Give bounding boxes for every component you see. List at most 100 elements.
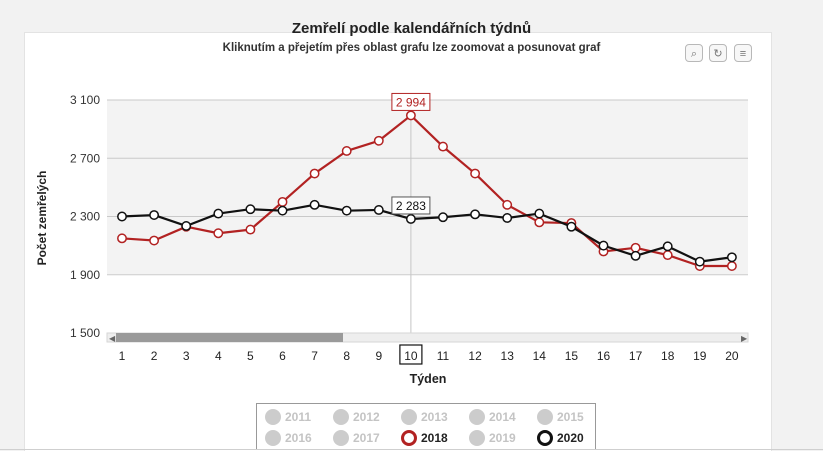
- zoom-icon[interactable]: ⌕: [685, 44, 703, 62]
- y-tick-label: 2 700: [70, 151, 100, 165]
- legend-label: 2017: [353, 431, 380, 445]
- legend: 2011 2012 2013 2014 2015 2016 2017 2018 2019 2020: [256, 403, 596, 450]
- x-tick-label: 5: [247, 349, 254, 363]
- x-tick-label: 16: [597, 349, 611, 363]
- legend-marker-icon: [469, 430, 485, 446]
- tooltip-box-2020: [391, 196, 431, 215]
- data-point-2018: [502, 199, 513, 210]
- x-tick-label: 1: [119, 349, 126, 363]
- legend-label: 2012: [353, 410, 380, 424]
- x-axis-label: Týden: [409, 372, 447, 386]
- x-tick-label: 9: [375, 349, 382, 363]
- data-point-2020: [181, 221, 192, 231]
- y-tick-label: 1 900: [70, 268, 100, 282]
- scrollbar-thumb: [116, 333, 343, 342]
- x-tick-label: 17: [629, 349, 643, 363]
- navigator-scrollbar[interactable]: ◀ ▶: [106, 332, 749, 343]
- x-tick-highlight-box: [399, 344, 423, 365]
- chart-subtitle: Kliknutím a přejetím přes oblast grafu l…: [222, 42, 601, 54]
- data-point-2018: [726, 261, 737, 271]
- x-tick-label: 18: [661, 349, 675, 363]
- legend-marker-icon: [265, 430, 281, 446]
- data-point-2020: [694, 256, 705, 267]
- data-point-2018: [245, 224, 256, 235]
- data-point-2020: [309, 199, 320, 210]
- x-tick-label: 7: [311, 349, 318, 363]
- legend-marker-icon: [333, 409, 349, 425]
- series-line-2020: [121, 203, 733, 263]
- x-tick-label: 10: [404, 349, 418, 363]
- data-point-2020: [373, 204, 384, 215]
- data-point-2018: [630, 242, 641, 253]
- legend-label: 2013: [421, 410, 448, 424]
- x-tick-label: 2: [151, 349, 158, 363]
- data-point-2020: [277, 205, 288, 216]
- data-point-2020: [117, 211, 127, 222]
- y-axis-label: Počet zemřelých: [35, 170, 49, 266]
- x-tick-label: 19: [693, 349, 707, 363]
- legend-label: 2016: [285, 431, 312, 445]
- scrollbar-track: [106, 332, 749, 343]
- data-point-2020: [245, 204, 256, 215]
- data-point-2020: [341, 205, 352, 216]
- tooltip-value-2018: 2 994: [396, 95, 426, 109]
- data-point-2020: [726, 252, 737, 263]
- plot-band-upper: [107, 100, 748, 274]
- data-point-2020: [534, 208, 545, 219]
- data-point-2020: [405, 214, 416, 224]
- x-tick-label: 15: [565, 349, 579, 363]
- x-tick-label: 20: [725, 349, 739, 363]
- legend-marker-icon: [265, 409, 281, 425]
- legend-marker-icon: [401, 409, 417, 425]
- legend-label: 2018: [421, 431, 448, 445]
- plot-band-lower: [107, 274, 748, 333]
- x-tick-label: 4: [215, 349, 222, 363]
- scroll-left-arrow: ◀: [109, 334, 116, 343]
- tooltip-box-2018: [391, 92, 431, 111]
- menu-icon[interactable]: ≡: [734, 44, 752, 62]
- data-point-2020: [502, 213, 513, 223]
- y-tick-label: 1 500: [70, 326, 100, 340]
- data-point-2020: [598, 240, 609, 251]
- data-point-2018: [438, 141, 448, 152]
- legend-label: 2019: [489, 431, 516, 445]
- data-point-2018: [470, 168, 481, 179]
- scroll-right-arrow: ▶: [741, 334, 748, 343]
- data-point-2018: [341, 146, 352, 156]
- legend-label: 2011: [285, 410, 312, 424]
- legend-marker-icon: [469, 409, 485, 425]
- data-point-2018: [149, 235, 160, 246]
- y-tick-label: 3 100: [70, 93, 100, 107]
- series-line-2018: [121, 114, 732, 268]
- data-point-2018: [277, 196, 288, 207]
- data-point-2020: [566, 221, 577, 232]
- reset-zoom-icon[interactable]: ↻: [709, 44, 727, 62]
- legend-label: 2015: [557, 410, 584, 424]
- x-tick-label: 11: [437, 349, 450, 363]
- data-point-2018: [662, 250, 673, 261]
- data-point-2020: [630, 250, 641, 261]
- x-tick-label: 3: [183, 349, 190, 363]
- data-point-2018: [534, 217, 545, 228]
- data-point-2020: [662, 241, 673, 252]
- data-point-2018: [373, 135, 384, 146]
- data-point-2018: [117, 233, 127, 244]
- legend-marker-icon: [401, 430, 417, 446]
- data-point-2020: [470, 209, 481, 220]
- chart-title: Zemřelí podle kalendářních týdnů: [291, 20, 532, 37]
- x-tick-label: 8: [343, 349, 350, 363]
- legend-marker-icon: [333, 430, 349, 446]
- x-tick-label: 12: [468, 349, 482, 363]
- legend-marker-icon: [537, 409, 553, 425]
- data-point-2018: [213, 228, 224, 239]
- data-point-2020: [438, 212, 448, 223]
- legend-marker-icon: [537, 430, 553, 446]
- legend-label: 2020: [557, 431, 584, 445]
- data-point-2018: [309, 168, 320, 179]
- data-point-2020: [213, 208, 224, 219]
- x-tick-label: 13: [501, 349, 515, 363]
- data-point-2018: [405, 110, 416, 121]
- data-point-2020: [149, 210, 160, 220]
- tooltip-value-2020: 2 283: [396, 199, 426, 213]
